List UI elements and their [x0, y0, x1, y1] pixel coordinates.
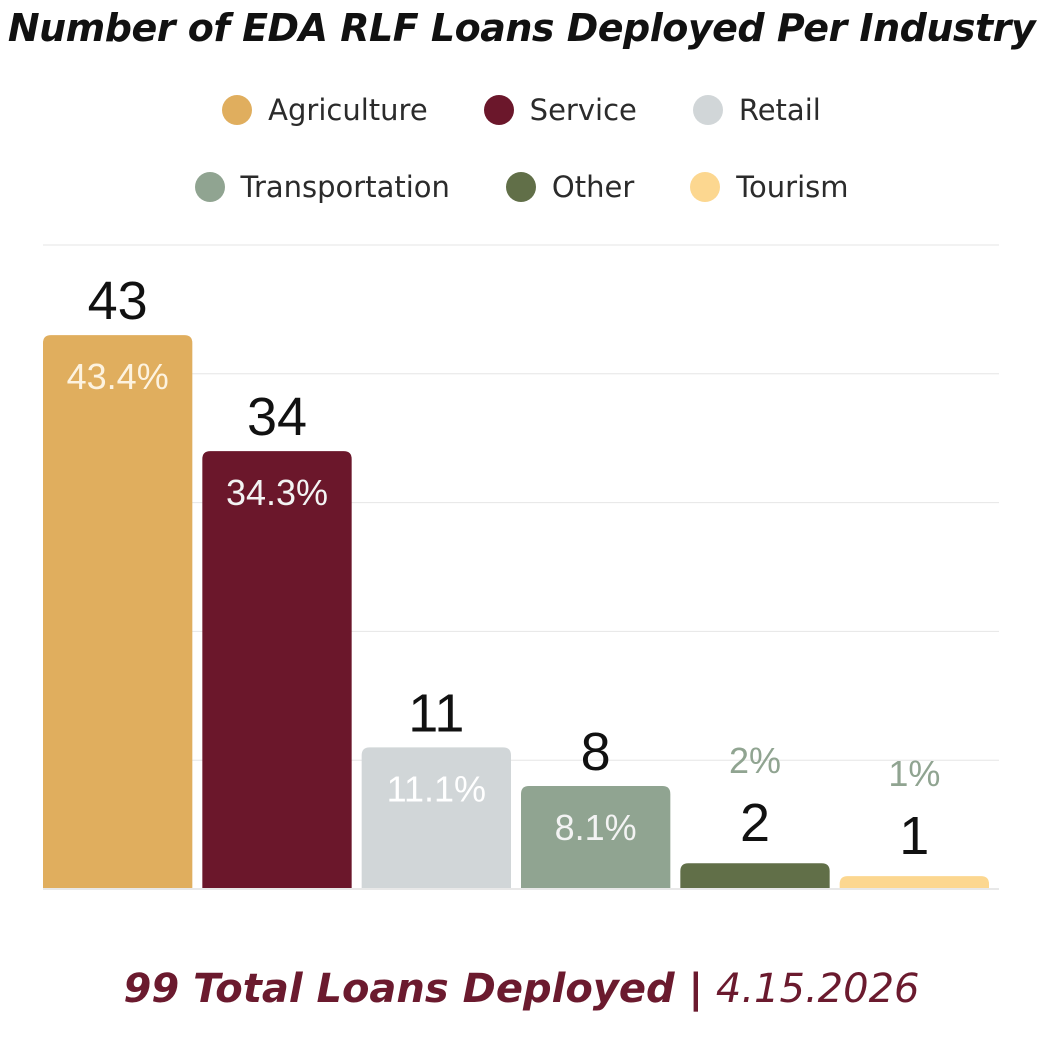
chart-title: Number of EDA RLF Loans Deployed Per Ind…: [7, 6, 1036, 50]
legend-label: Transportation: [240, 170, 450, 204]
legend-swatch: [505, 172, 536, 202]
footer-date: 4.15.2026: [715, 966, 920, 1012]
percent-label: 34.3%: [226, 472, 328, 513]
footer: 99 Total Loans Deployed | 4.15.2026: [0, 966, 1043, 1012]
legend-row-1: Agriculture Service Retail: [0, 90, 1043, 130]
legend-swatch: [222, 95, 253, 125]
value-label: 43: [88, 271, 148, 331]
value-label: 1: [899, 806, 929, 866]
percent-label: 43.4%: [67, 356, 169, 397]
legend-swatch: [692, 95, 723, 125]
value-label: 8: [581, 722, 611, 782]
bar-service[interactable]: [202, 451, 352, 889]
legend-label: Tourism: [736, 170, 849, 204]
legend-label: Agriculture: [268, 93, 428, 127]
percent-label: 1%: [888, 753, 940, 794]
bar-tourism[interactable]: [839, 876, 989, 889]
bar-transportation[interactable]: [521, 785, 671, 889]
footer-total: 99 Total Loans Deployed |: [123, 966, 704, 1012]
bars: 43 43.4% 34 34.3% 11 11.1% 8 8.1% 2 2% 1 1%: [43, 271, 989, 889]
legend-item-service[interactable]: Service: [483, 93, 637, 127]
percent-label: 2%: [729, 740, 781, 781]
percent-label: 11.1%: [387, 768, 486, 809]
legend: Agriculture Service Retail Transportatio…: [0, 90, 1043, 207]
legend-item-tourism[interactable]: Tourism: [690, 170, 849, 204]
bar-other[interactable]: [680, 863, 830, 889]
legend-row-2: Transportation Other Tourism: [0, 167, 1043, 207]
legend-swatch: [690, 172, 721, 202]
legend-item-retail[interactable]: Retail: [692, 93, 821, 127]
legend-swatch: [194, 172, 225, 202]
value-label: 2: [740, 793, 770, 853]
value-label: 34: [247, 387, 307, 447]
legend-item-transportation[interactable]: Transportation: [194, 170, 450, 204]
legend-label: Other: [551, 170, 635, 204]
bar-retail[interactable]: [361, 747, 511, 889]
bar-agriculture[interactable]: [43, 335, 193, 889]
value-label: 11: [408, 683, 464, 743]
legend-swatch: [483, 95, 514, 125]
bar-chart: 43 43.4% 34 34.3% 11 11.1% 8 8.1% 2 2% 1 1%: [43, 244, 999, 890]
legend-label: Service: [529, 93, 637, 127]
legend-label: Retail: [738, 93, 821, 127]
legend-item-agriculture[interactable]: Agriculture: [222, 93, 428, 127]
percent-label: 8.1%: [555, 807, 637, 848]
legend-item-other[interactable]: Other: [505, 170, 635, 204]
